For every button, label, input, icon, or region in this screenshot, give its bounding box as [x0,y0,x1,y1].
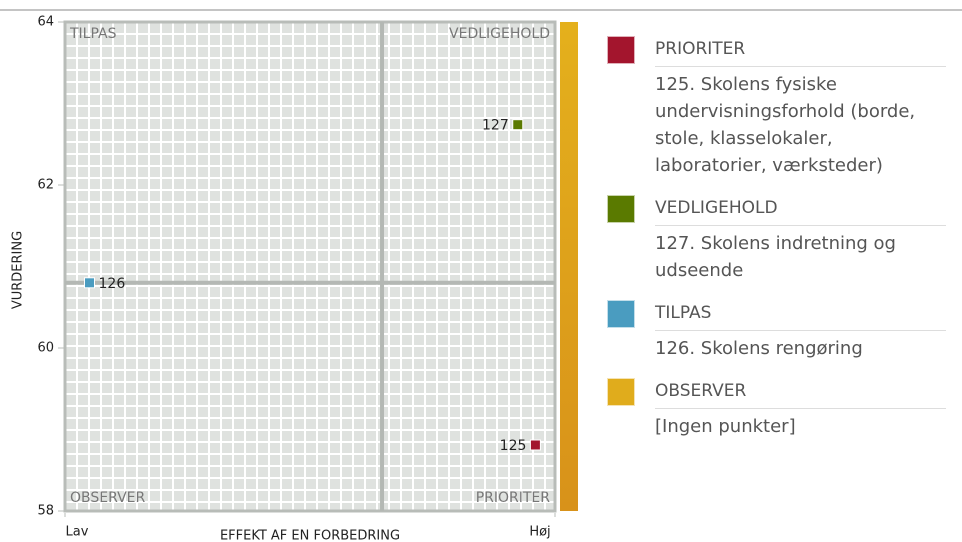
legend-entry: PRIORITER 125. Skolens fysiske undervisni… [606,34,946,193]
legend-name: OBSERVER [655,376,946,409]
point [512,119,524,131]
quadrant-label: TILPAS [69,26,117,42]
point-label: 126 [99,276,126,292]
effect-bar [560,22,578,511]
legend-description: [Ingen punkter] [655,416,796,437]
quadrant-label: PRIORITER [476,490,551,506]
legend-description: 127. Skolens indretning og udseende [655,233,896,281]
x-tick-label: Høj [529,525,550,540]
legend-swatch [608,37,634,63]
x-axis-label: EFFEKT AF EN FORBEDRING [220,529,400,542]
quadrant-label: OBSERVER [70,490,145,506]
plot-area [63,20,557,513]
legend-entry: OBSERVER [Ingen punkter] [606,376,946,454]
legend-swatch [608,379,634,405]
legend-description: 126. Skolens rengøring [655,338,863,359]
point-label: 125 [500,438,527,454]
legend-name: TILPAS [655,298,946,331]
legend-entry: TILPAS 126. Skolens rengøring [606,298,946,376]
y-axis-label: VURDERING [11,231,26,309]
point [84,277,95,289]
y-tick-label: 60 [37,341,54,356]
legend-description: 125. Skolens fysiske undervisningsforhol… [655,74,916,176]
point [529,439,541,451]
legend-entry: VEDLIGEHOLD 127. Skolens indretning og ud… [606,193,946,298]
legend: PRIORITER 125. Skolens fysiske undervisni… [606,34,946,454]
legend-name: PRIORITER [655,34,946,67]
legend-name: VEDLIGEHOLD [655,193,946,226]
y-tick-label: 64 [37,15,54,30]
y-tick-label: 58 [37,504,54,519]
legend-swatch [608,196,634,222]
point-label: 127 [482,118,509,134]
quadrant-label: VEDLIGEHOLD [449,26,550,42]
x-tick-label: Lav [66,525,89,540]
y-tick-label: 62 [37,178,54,193]
legend-swatch [608,301,634,327]
